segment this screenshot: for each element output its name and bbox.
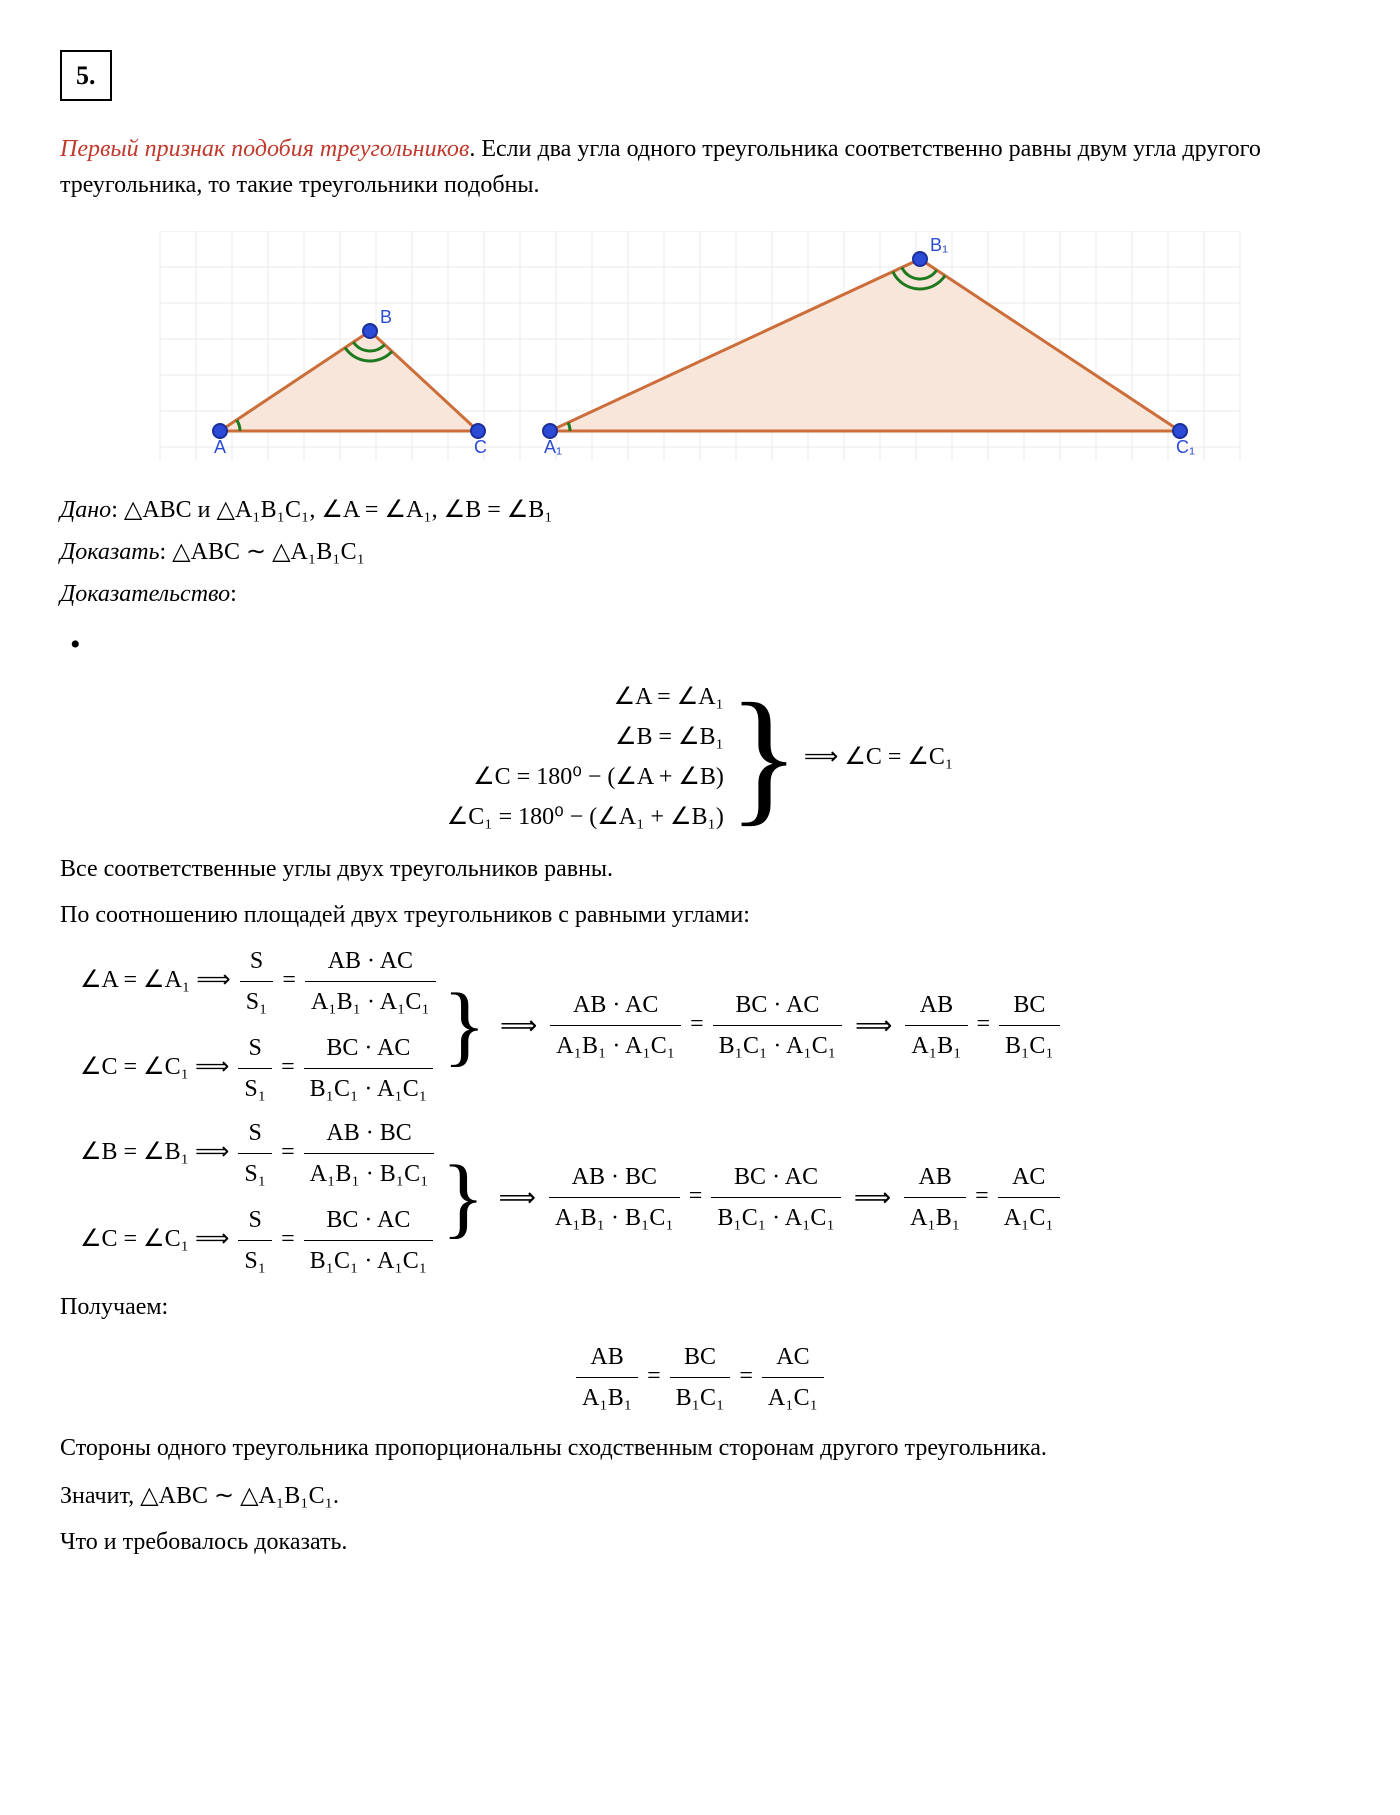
r1-c-n2: BC · AC (304, 1030, 434, 1069)
bullet: • (70, 622, 1340, 667)
r2-c-n1: S (238, 1202, 272, 1241)
r1-res-n1: AB (905, 987, 967, 1026)
r2-b-n2: AB · BC (304, 1115, 435, 1154)
svg-text:A₁: A₁ (544, 437, 562, 457)
r2-c-n2: BC · AC (304, 1202, 434, 1241)
r2-res-n1: AB (904, 1159, 966, 1198)
angle-l2: ∠B = ∠B₁ (615, 719, 724, 755)
r1-c-n1: S (238, 1030, 272, 1069)
fe-n2: BC (670, 1339, 731, 1378)
brace-icon: } (437, 1157, 488, 1238)
r1-mid-d1: A₁B₁ · A₁C₁ (550, 1026, 681, 1064)
r1-a-d1: S₁ (240, 982, 274, 1020)
r2-b-prem: ∠B = ∠B₁ ⟹ (80, 1139, 229, 1165)
r1-mid-n1: AB · AC (550, 987, 681, 1026)
fe-n1: AB (576, 1339, 638, 1378)
svg-text:B: B (380, 307, 392, 327)
brace-icon: } (724, 693, 804, 821)
r1-res-n2: BC (999, 987, 1060, 1026)
r2-mid-n1: AB · BC (549, 1159, 680, 1198)
given-line: Дано: △ABC и △A₁B₁C₁, ∠A = ∠A₁, ∠B = ∠B₁ (60, 492, 1340, 528)
ratio-row-1: ∠A = ∠A₁ ⟹ SS₁ = AB · ACA₁B₁ · A₁C₁ ∠C =… (80, 943, 1340, 1107)
brace-icon: } (439, 985, 490, 1066)
r2-b-n1: S (238, 1115, 272, 1154)
svg-text:C: C (474, 437, 487, 457)
r2-res-d1: A₁B₁ (904, 1198, 966, 1236)
r1-res-d2: B₁C₁ (999, 1026, 1060, 1064)
r2-c-prem: ∠C = ∠C₁ ⟹ (80, 1226, 229, 1252)
proof-label-line: Доказательство: (60, 576, 1340, 612)
r1-a-n2: AB · AC (305, 943, 436, 982)
angle-l3: ∠C = 180⁰ − (∠A + ∠B) (473, 759, 724, 795)
r2-c-d1: S₁ (238, 1241, 272, 1279)
given-text: : △ABC и △A₁B₁C₁, ∠A = ∠A₁, ∠B = ∠B₁ (111, 497, 552, 523)
r1-c-prem: ∠C = ∠C₁ ⟹ (80, 1054, 229, 1080)
r2-b-d1: S₁ (238, 1154, 272, 1192)
get-label: Получаем: (60, 1289, 1340, 1325)
svg-text:B₁: B₁ (930, 235, 948, 255)
r2-b-d2: A₁B₁ · B₁C₁ (304, 1154, 435, 1192)
r1-c-d1: S₁ (238, 1069, 272, 1107)
fe-d3: A₁C₁ (762, 1378, 824, 1416)
conclusion-2: Значит, △ABC ∼ △A₁B₁C₁. (60, 1478, 1340, 1514)
triangles-diagram: A B C A₁ B₁ C₁ (60, 231, 1340, 461)
implies-icon: ⟹ (490, 1006, 547, 1045)
implies-icon: ⟹ (844, 1178, 901, 1217)
r1-c-d2: B₁C₁ · A₁C₁ (304, 1069, 434, 1107)
problem-number: 5. (60, 50, 112, 101)
implies-icon: ⟹ (845, 1006, 902, 1045)
r2-mid-n2: BC · AC (711, 1159, 841, 1198)
theorem-statement: Первый признак подобия треугольников. Ес… (60, 131, 1340, 203)
fe-d2: B₁C₁ (670, 1378, 731, 1416)
r1-res-d1: A₁B₁ (905, 1026, 967, 1064)
ratio-row-2: ∠B = ∠B₁ ⟹ SS₁ = AB · BCA₁B₁ · B₁C₁ ∠C =… (80, 1115, 1340, 1279)
r1-mid-n2: BC · AC (713, 987, 843, 1026)
implies-icon: ⟹ (489, 1178, 546, 1217)
r2-mid-d2: B₁C₁ · A₁C₁ (711, 1198, 841, 1236)
svg-text:A: A (214, 437, 226, 457)
fe-n3: AC (762, 1339, 824, 1378)
given-label: Дано (60, 497, 111, 523)
angle-l4: ∠C₁ = 180⁰ − (∠A₁ + ∠B₁) (447, 799, 724, 835)
theorem-name: Первый признак подобия треугольников (60, 136, 469, 162)
conclusion-1: Стороны одного треугольника пропорционал… (60, 1430, 1340, 1466)
final-proportion: ABA₁B₁ = BCB₁C₁ = ACA₁C₁ (60, 1339, 1340, 1416)
angle-conclusion: ⟹ ∠C = ∠C₁ (804, 739, 953, 775)
para-area-ratio: По соотношению площадей двух треугольник… (60, 897, 1340, 933)
para-all-angles: Все соответственные углы двух треугольни… (60, 851, 1340, 887)
prove-label: Доказать (60, 539, 160, 565)
prove-text: : △ABC ∼ △A₁B₁C₁ (160, 539, 366, 565)
r1-a-n1: S (240, 943, 274, 982)
r1-mid-d2: B₁C₁ · A₁C₁ (713, 1026, 843, 1064)
r2-res-n2: AC (998, 1159, 1060, 1198)
r2-res-d2: A₁C₁ (998, 1198, 1060, 1236)
angle-l1: ∠A = ∠A₁ (614, 679, 724, 715)
r2-mid-d1: A₁B₁ · B₁C₁ (549, 1198, 680, 1236)
angle-derivation: ∠A = ∠A₁ ∠B = ∠B₁ ∠C = 180⁰ − (∠A + ∠B) … (60, 679, 1340, 835)
r1-a-d2: A₁B₁ · A₁C₁ (305, 982, 436, 1020)
proof-label: Доказательство (60, 581, 230, 607)
fe-d1: A₁B₁ (576, 1378, 638, 1416)
svg-text:C₁: C₁ (1176, 437, 1195, 457)
qed: Что и требовалось доказать. (60, 1524, 1340, 1560)
r1-a-prem: ∠A = ∠A₁ ⟹ (80, 967, 231, 993)
prove-line: Доказать: △ABC ∼ △A₁B₁C₁ (60, 534, 1340, 570)
r2-c-d2: B₁C₁ · A₁C₁ (304, 1241, 434, 1279)
proof-colon: : (230, 581, 237, 607)
